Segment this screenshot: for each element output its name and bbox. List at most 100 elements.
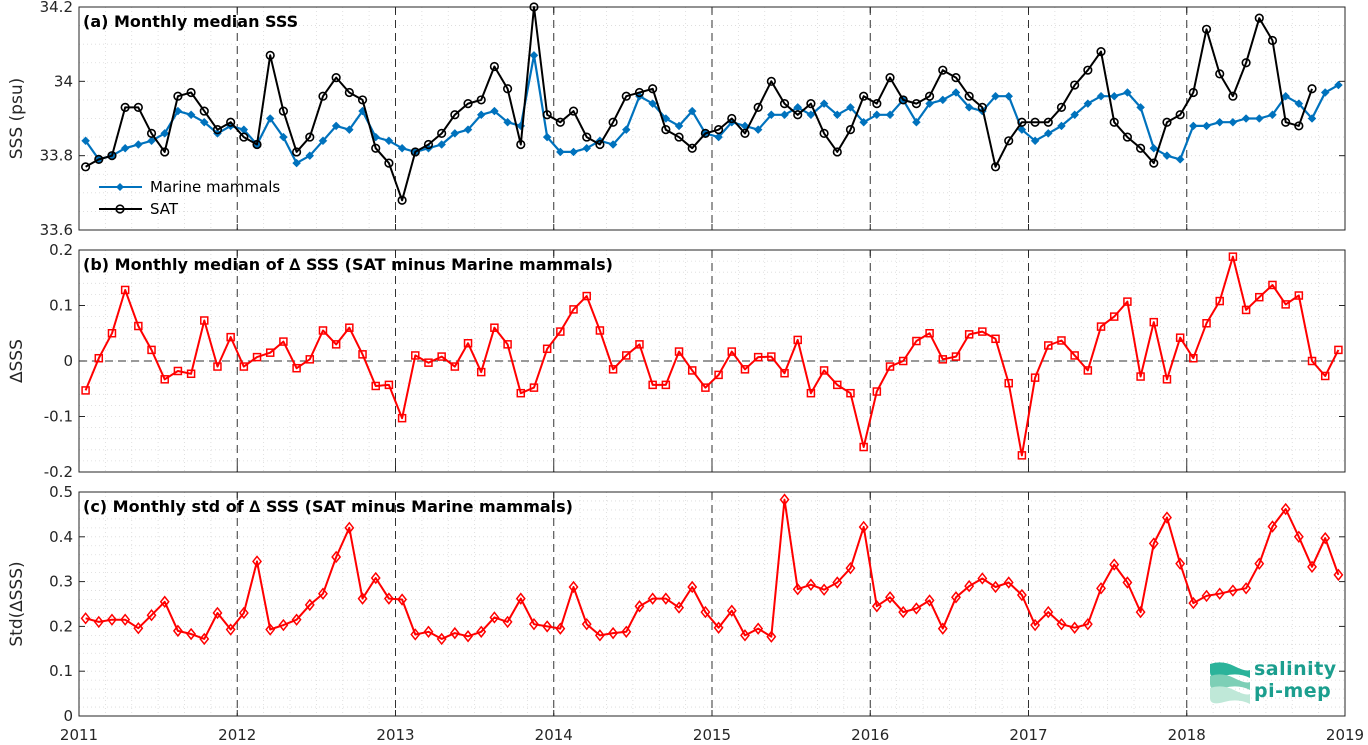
data-point [898, 356, 908, 366]
data-point [885, 591, 895, 604]
data-point [173, 366, 183, 376]
data-point [846, 102, 855, 112]
data-point [1281, 300, 1290, 309]
data-point [556, 327, 565, 336]
data-point [1280, 502, 1291, 516]
data-point [107, 329, 117, 338]
data-point [1334, 345, 1343, 355]
data-point [1030, 136, 1040, 146]
data-point [172, 624, 183, 638]
data-point [1254, 114, 1264, 123]
data-point [1044, 341, 1053, 350]
data-point [1294, 99, 1304, 108]
data-point [991, 91, 1000, 101]
panel-title: (b) Monthly median of ∆ SSS (SAT minus M… [83, 255, 613, 274]
data-point [146, 128, 157, 138]
data-point [1057, 121, 1066, 131]
data-point [1122, 576, 1133, 589]
data-point [304, 598, 315, 612]
data-point [845, 561, 856, 575]
data-point [516, 139, 526, 150]
data-point [489, 61, 500, 72]
data-point [1334, 80, 1343, 90]
data-point [1162, 151, 1172, 161]
data-point [437, 140, 447, 149]
data-point [1136, 102, 1145, 112]
data-point [859, 117, 869, 127]
data-point [265, 114, 275, 123]
data-point [81, 386, 90, 395]
data-point [1083, 65, 1093, 75]
data-point [687, 366, 697, 375]
data-point [859, 442, 868, 452]
data-point [1162, 375, 1172, 384]
data-point [727, 113, 737, 124]
data-point [911, 602, 922, 615]
data-point [1215, 117, 1225, 127]
data-point [186, 110, 196, 120]
data-point [582, 291, 591, 301]
data-point [225, 623, 236, 636]
data-point [1267, 520, 1278, 533]
data-point [200, 316, 209, 325]
data-point [872, 99, 882, 109]
data-point [1320, 531, 1331, 545]
data-point [529, 2, 539, 12]
data-point [990, 162, 1001, 172]
data-point [291, 613, 302, 626]
data-point [450, 362, 460, 371]
data-point [687, 580, 698, 594]
data-point [397, 195, 407, 205]
data-point [727, 347, 737, 356]
data-point [555, 622, 566, 635]
data-point [383, 592, 394, 605]
data-point [647, 592, 658, 605]
data-point [1122, 132, 1133, 142]
data-point [582, 143, 592, 153]
data-point [279, 132, 288, 142]
legend-label: SAT [150, 200, 179, 218]
data-point [358, 350, 367, 359]
data-point [1294, 121, 1304, 131]
data-point [779, 493, 790, 506]
data-point [1175, 557, 1186, 570]
data-point [951, 352, 961, 361]
data-point [1162, 117, 1172, 127]
data-point [278, 618, 289, 632]
data-point [1043, 129, 1053, 138]
data-point [938, 95, 948, 105]
data-point [793, 335, 802, 345]
legend-label: Marine mammals [150, 178, 280, 196]
data-point [120, 102, 130, 112]
data-point [529, 617, 539, 631]
data-point [1241, 582, 1252, 595]
data-point [674, 601, 684, 614]
data-point [648, 84, 658, 94]
data-point [1003, 576, 1014, 589]
data-point [634, 600, 645, 613]
data-point [384, 158, 394, 168]
data-point [621, 625, 632, 638]
data-point [885, 110, 895, 120]
data-point [991, 334, 1000, 344]
data-point [753, 352, 763, 362]
data-point [872, 387, 882, 396]
series-delta [80, 493, 1344, 646]
data-point [529, 383, 539, 392]
salinity-pimep-logo: salinity pi-mep [1208, 654, 1358, 710]
data-point [1333, 568, 1344, 582]
data-point [1188, 121, 1198, 131]
data-point [859, 91, 869, 101]
data-point [120, 143, 130, 153]
data-point [569, 147, 578, 157]
data-point [160, 147, 170, 157]
data-point [1136, 372, 1145, 381]
data-point [978, 327, 987, 336]
data-point [542, 620, 553, 633]
data-point [305, 132, 315, 142]
data-point [924, 594, 935, 607]
x-tick-label: 2016 [851, 726, 889, 744]
data-point [1255, 292, 1264, 302]
data-point [714, 370, 723, 380]
data-point [885, 362, 895, 371]
